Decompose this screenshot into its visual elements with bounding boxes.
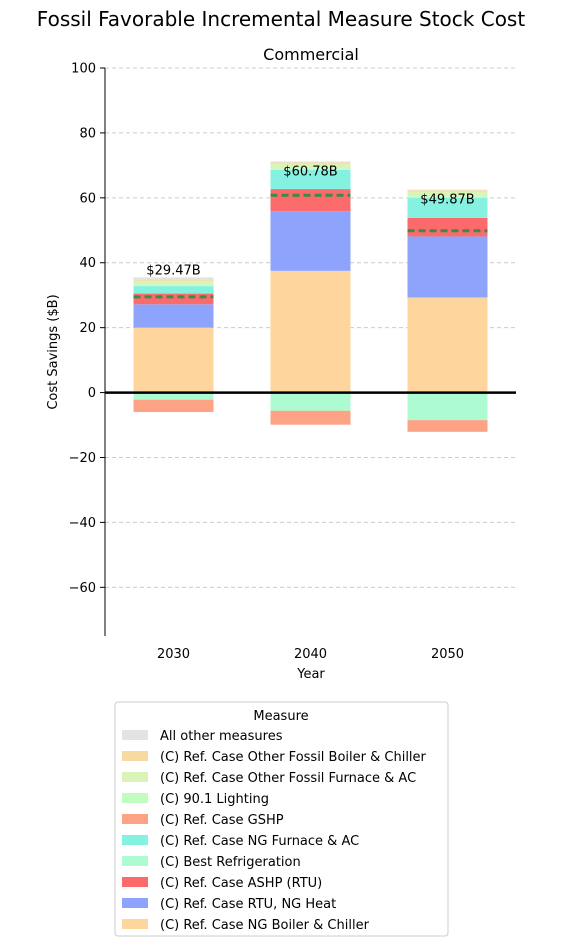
- legend-label: (C) Best Refrigeration: [160, 855, 301, 870]
- net-total-label: $60.78B: [283, 164, 337, 179]
- legend-swatch: [122, 730, 148, 740]
- y-tick-label: −20: [69, 451, 96, 466]
- bar-segment: [133, 327, 214, 393]
- legend-frame: [114, 701, 449, 937]
- x-tick-label: 2040: [294, 647, 327, 662]
- y-tick-label: 40: [79, 256, 96, 271]
- bar-segment: [407, 297, 488, 393]
- legend: Measure All other measures (C) Ref. Case …: [114, 701, 449, 937]
- net-total-label: $49.87B: [420, 193, 474, 208]
- legend-label: (C) Ref. Case NG Furnace & AC: [160, 834, 359, 849]
- bar-segment: [270, 162, 351, 164]
- legend-label: All other measures: [160, 729, 283, 744]
- y-tick-label: −60: [69, 581, 96, 596]
- bar-segment: [407, 236, 488, 298]
- legend-label: (C) Ref. Case NG Boiler & Chiller: [160, 918, 370, 933]
- bar-segment: [270, 168, 351, 170]
- x-tick-label: 2030: [157, 647, 190, 662]
- x-axis-label: Year: [296, 667, 325, 682]
- bar-segment: [133, 304, 214, 328]
- bar-segment: [133, 293, 214, 305]
- bar-segment: [270, 211, 351, 271]
- bar-stacks: [133, 161, 488, 432]
- bar-segment: [407, 191, 488, 197]
- bar-segment: [133, 277, 214, 280]
- bar-segment: [270, 161, 351, 163]
- legend-label: (C) Ref. Case RTU, NG Heat: [160, 897, 336, 912]
- net-total-label: $29.47B: [146, 263, 200, 278]
- net-total-labels: $29.47B $60.78B $49.87B: [146, 164, 474, 278]
- legend-label: (C) Ref. Case ASHP (RTU): [160, 876, 322, 891]
- bar-segment: [407, 196, 488, 198]
- bar-segment: [407, 420, 488, 432]
- chart-subtitle: Commercial: [263, 45, 359, 64]
- legend-swatch: [122, 814, 148, 824]
- legend-swatch: [122, 835, 148, 845]
- legend-swatch: [122, 856, 148, 866]
- legend-swatch: [122, 919, 148, 929]
- bar-segment: [133, 284, 214, 287]
- y-axis-label: Cost Savings ($B): [46, 294, 61, 409]
- legend-swatch: [122, 772, 148, 782]
- bar-segment: [270, 163, 351, 169]
- bar-segment: [270, 169, 351, 190]
- y-tick-label: 0: [88, 386, 96, 401]
- y-tick-label: 100: [71, 62, 96, 77]
- figure-title: Fossil Favorable Incremental Measure Sto…: [37, 7, 526, 31]
- y-tick-label: 60: [79, 191, 96, 206]
- bar-segment: [407, 392, 488, 421]
- legend-swatch: [122, 877, 148, 887]
- bar-segment: [133, 280, 214, 285]
- bar-segment: [270, 392, 351, 411]
- legend-swatch: [122, 793, 148, 803]
- bar-segment: [407, 190, 488, 192]
- x-tick-label: 2050: [431, 647, 464, 662]
- axes: [104, 68, 516, 636]
- bar-segment: [270, 410, 351, 425]
- bar-segment: [407, 197, 488, 218]
- bar-segment: [133, 279, 214, 281]
- legend-label: (C) Ref. Case GSHP: [160, 813, 284, 828]
- legend-title: Measure: [253, 709, 308, 724]
- legend-label: (C) Ref. Case Other Fossil Boiler & Chil…: [160, 750, 427, 765]
- bar-segment: [407, 217, 488, 237]
- legend-swatch: [122, 751, 148, 761]
- y-axis-ticks: −60 −40 −20 0 20 40 60 80 100: [69, 62, 105, 596]
- y-tick-label: 20: [79, 321, 96, 336]
- y-tick-label: 80: [79, 126, 96, 141]
- bar-segment: [270, 189, 351, 212]
- net-total-lines: [133, 193, 488, 299]
- bar-segment: [133, 286, 214, 294]
- legend-swatch: [122, 898, 148, 908]
- y-tick-label: −40: [69, 516, 96, 531]
- x-axis-ticks: 2030 2040 2050: [157, 647, 464, 662]
- legend-label: (C) 90.1 Lighting: [160, 792, 269, 807]
- bar-segment: [270, 270, 351, 393]
- bar-segment: [133, 399, 214, 413]
- bar-segment: [133, 392, 214, 400]
- bar-segment: [407, 189, 488, 191]
- legend-label: (C) Ref. Case Other Fossil Furnace & AC: [160, 771, 416, 786]
